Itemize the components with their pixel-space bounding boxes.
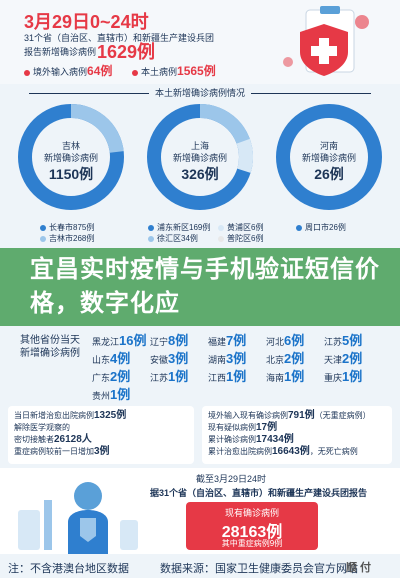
medical-kit-icon [283,6,369,76]
province-cell: 贵州1例 [92,387,131,402]
headline-banner [0,248,400,326]
legend-henan: 周口市26例 [296,222,346,233]
province-cell: 江苏5例 [324,333,363,348]
donut-shanghai-label: 上海 新增确诊病例 [172,141,227,163]
legend-jilin: 长春市875例 吉林市268例 [40,222,94,244]
province-cell: 广东2例 [92,369,131,384]
province-cell: 河北6例 [266,333,305,348]
province-grid: 黑龙江16例 辽宁8例 福建7例 河北6例 江苏5例 山东4例 安徽3例 湖南3… [92,330,382,402]
province-cell: 江西1例 [208,369,247,384]
donut-jilin [18,104,124,210]
province-cell: 黑龙江16例 [92,333,147,348]
severe-cases-note: 其中重症病例9例 [221,539,283,548]
donut-henan [276,104,382,210]
current-cases-value: 28163例 [221,524,283,541]
province-cell: 辽宁8例 [150,333,189,348]
footer: 注：不含港澳台地区数据 数据来源：国家卫生健康委员会官方网站 顺 付 [0,556,400,578]
donut-jilin-label: 吉林 新增确诊病例 [43,141,98,163]
bottom-scope: 据31个省（自治区、直辖市）和新疆生产建设兵团报告 [150,488,368,498]
local-cases: 本土病例1565例 [132,62,216,79]
total-value: 1629例 [97,42,156,62]
footer-note: 注：不含港澳台地区数据 [8,563,129,575]
current-cases-card [186,502,318,550]
province-cell: 海南1例 [266,369,305,384]
donut-henan-value: 26例 [314,166,344,182]
imported-cases: 境外输入病例64例 [24,62,112,79]
legend-shanghai-2: 黄浦区6例 普陀区6例 [218,222,263,244]
stats-left-panel: 当日新增治愈出院病例1325例 解除医学观察的 密切接触者26128人 重症病例… [8,406,194,464]
province-row: 贵州1例 [92,384,382,402]
stats-right-panel: 境外输入现有确诊病例791例（无重症病例） 现有疑似病例17例 累计确诊病例17… [202,406,392,464]
donut-shanghai-value: 326例 [181,166,219,182]
total-label: 报告新增确诊病例 [24,47,97,57]
section-title: 本土新增确诊病例情况 [0,86,400,99]
province-cell: 江苏1例 [150,369,189,384]
medical-worker-icon [18,482,138,554]
headline-text: 宜昌实时疫情与手机验证短信价格，数字化应 [30,256,380,317]
donut-jilin-value: 1150例 [48,166,94,182]
province-cell: 福建7例 [208,333,247,348]
province-row: 山东4例 安徽3例 湖南3例 北京2例 天津2例 [92,348,382,366]
province-cell: 北京2例 [266,351,305,366]
report-date: 3月29日0~24时 [24,12,149,32]
province-cell: 安徽3例 [150,351,189,366]
province-row: 黑龙江16例 辽宁8例 福建7例 河北6例 江苏5例 [92,330,382,348]
footer-source: 数据来源：国家卫生健康委员会官方网站 [160,563,358,575]
report-scope: 31个省（自治区、直辖市）和新疆生产建设兵团 [24,33,215,43]
donut-henan-label: 河南 新增确诊病例 [301,141,356,163]
province-cell: 湖南3例 [208,351,247,366]
province-cell: 山东4例 [92,351,131,366]
province-cell: 天津2例 [324,351,363,366]
province-cell: 重庆1例 [324,369,363,384]
legend-shanghai: 浦东新区169例 徐汇区34例 [148,222,210,244]
current-cases-label: 现有确诊病例 [224,508,279,518]
brand-watermark: 顺 付 [346,562,372,574]
donut-shanghai [147,104,253,210]
province-row: 广东2例 江苏1例 江西1例 海南1例 重庆1例 [92,366,382,384]
deadline: 截至3月29日24时 [196,474,267,484]
other-provinces-title: 其他省份当天新增确诊病例 [20,335,80,359]
